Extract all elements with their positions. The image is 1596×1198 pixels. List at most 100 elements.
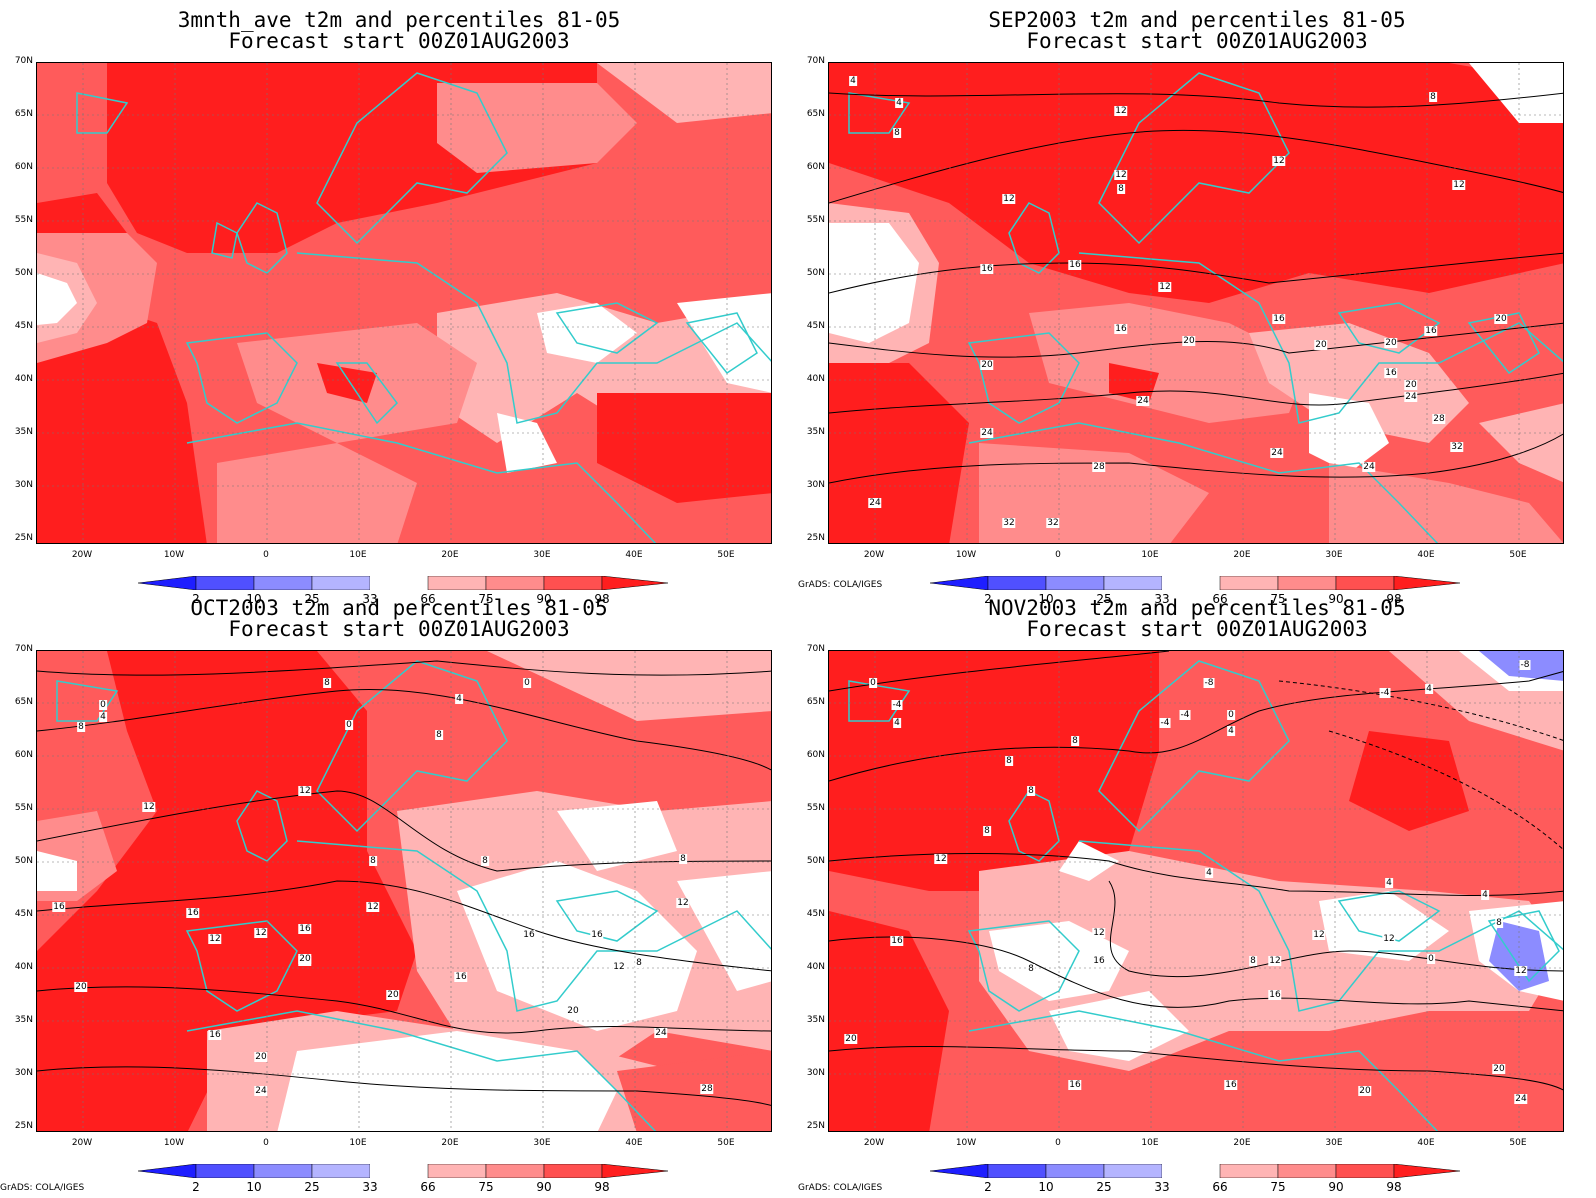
lat-label: 30N bbox=[14, 1068, 33, 1078]
lat-label: 40N bbox=[14, 962, 33, 972]
lon-label: 50E bbox=[717, 550, 735, 560]
panel-title-line1: OCT2003 t2m and percentiles 81-05 bbox=[190, 596, 608, 620]
panel-sep2003: SEP2003 t2m and percentiles 81-05 Foreca… bbox=[798, 0, 1596, 606]
contour-label: 20 bbox=[566, 1006, 580, 1016]
contour-label: 16 bbox=[522, 930, 536, 940]
lon-label: 20E bbox=[441, 550, 459, 560]
lon-label: 20E bbox=[1233, 1138, 1251, 1148]
contour-label: 24 bbox=[1514, 1094, 1528, 1104]
lat-label: 60N bbox=[806, 750, 825, 760]
lon-label: 0 bbox=[263, 1138, 269, 1148]
panel-title-line2: Forecast start 00Z01AUG2003 bbox=[1026, 617, 1368, 641]
colorbar-label: 33 bbox=[1154, 592, 1170, 606]
lat-label: 35N bbox=[806, 1015, 825, 1025]
grads-credit: GrADS: COLA/IGES bbox=[0, 1183, 85, 1193]
colorbar-label: 66 bbox=[1212, 1180, 1228, 1194]
contour-label: 20 bbox=[298, 954, 312, 964]
lon-label: 10W bbox=[955, 1138, 977, 1148]
contour-label: 8 bbox=[77, 722, 85, 732]
colorbar-label: 75 bbox=[1270, 1180, 1286, 1194]
contour-label: 0 bbox=[869, 678, 877, 688]
colorbar-label: 90 bbox=[1328, 592, 1344, 606]
contour-label: 12 bbox=[254, 928, 268, 938]
contour-label: 0 bbox=[523, 678, 531, 688]
contour-label: 12 bbox=[676, 898, 690, 908]
lat-label: 60N bbox=[806, 162, 825, 172]
contour-label: 4 bbox=[1385, 878, 1393, 888]
colorbar-label: 33 bbox=[1154, 1180, 1170, 1194]
lat-label: 70N bbox=[14, 56, 33, 66]
contour-label: 20 bbox=[74, 982, 88, 992]
contour-label: 8 bbox=[1495, 918, 1503, 928]
colorbar-label: 2 bbox=[984, 592, 992, 606]
lon-label: 30E bbox=[533, 550, 551, 560]
contour-label: 24 bbox=[654, 1028, 668, 1038]
contour-label: 20 bbox=[1384, 338, 1398, 348]
contour-label: 16 bbox=[208, 1030, 222, 1040]
contour-label: 16 bbox=[1272, 314, 1286, 324]
contour-label: 16 bbox=[1424, 326, 1438, 336]
lon-label: 50E bbox=[1509, 550, 1527, 560]
colorbar-label: 75 bbox=[478, 1180, 494, 1194]
panel-title-line1: 3mnth_ave t2m and percentiles 81-05 bbox=[177, 8, 621, 32]
colorbar-label: 66 bbox=[420, 592, 436, 606]
contour-label: 4 bbox=[1205, 868, 1213, 878]
colorbar: 2 10 25 33 66 75 90 98 bbox=[138, 1164, 668, 1198]
lat-label: 70N bbox=[806, 644, 825, 654]
contour-label: 28 bbox=[1092, 462, 1106, 472]
colorbar-label: 66 bbox=[1212, 592, 1228, 606]
contour-label: 8 bbox=[369, 856, 377, 866]
contour-label: 24 bbox=[1362, 462, 1376, 472]
contour-label: -8 bbox=[1519, 660, 1531, 670]
lon-label: 50E bbox=[717, 1138, 735, 1148]
lon-label: 30E bbox=[533, 1138, 551, 1148]
contour-label: 16 bbox=[890, 936, 904, 946]
contour-label: 24 bbox=[1404, 392, 1418, 402]
contour-label: 20 bbox=[1358, 1086, 1372, 1096]
contour-label: -4 bbox=[1379, 688, 1391, 698]
contour-label: 12 bbox=[1114, 106, 1128, 116]
lon-label: 30E bbox=[1325, 550, 1343, 560]
contour-label: 8 bbox=[893, 128, 901, 138]
colorbar-label: 90 bbox=[1328, 1180, 1344, 1194]
panel-title-line1: SEP2003 t2m and percentiles 81-05 bbox=[988, 8, 1406, 32]
lon-label: 50E bbox=[1509, 1138, 1527, 1148]
lon-label: 10W bbox=[163, 1138, 185, 1148]
lat-label: 65N bbox=[806, 697, 825, 707]
lat-label: 25N bbox=[806, 533, 825, 543]
contour-label: 8 bbox=[1005, 756, 1013, 766]
contour-label: 8 bbox=[1117, 184, 1125, 194]
contour-label: 20 bbox=[386, 990, 400, 1000]
contour-label: 8 bbox=[1429, 92, 1437, 102]
lat-label: 50N bbox=[14, 268, 33, 278]
panel-title-line2: Forecast start 00Z01AUG2003 bbox=[1026, 29, 1368, 53]
colorbar-label: 90 bbox=[536, 592, 552, 606]
lon-label: 0 bbox=[1055, 1138, 1061, 1148]
contour-label: 0 bbox=[345, 720, 353, 730]
lon-label: 40E bbox=[625, 1138, 643, 1148]
lat-label: 55N bbox=[14, 215, 33, 225]
contour-label: 16 bbox=[52, 902, 66, 912]
colorbar-label: 25 bbox=[1096, 1180, 1112, 1194]
contour-label: 12 bbox=[934, 854, 948, 864]
contour-label: 12 bbox=[1268, 956, 1282, 966]
colorbar-label: 25 bbox=[304, 1180, 320, 1194]
colorbar-label: 98 bbox=[594, 1180, 610, 1194]
contour-label: 16 bbox=[298, 924, 312, 934]
grads-credit: GrADS: COLA/IGES bbox=[798, 1183, 883, 1193]
contour-label: 16 bbox=[1068, 260, 1082, 270]
colorbar-label: 25 bbox=[304, 592, 320, 606]
lon-label: 10E bbox=[349, 1138, 367, 1148]
contour-label: 8 bbox=[679, 854, 687, 864]
contour-label: 20 bbox=[1494, 314, 1508, 324]
contour-label: 12 bbox=[1312, 930, 1326, 940]
contour-label: 0 bbox=[1427, 954, 1435, 964]
contour-label: 4 bbox=[455, 694, 463, 704]
contour-label: -4 bbox=[1179, 710, 1191, 720]
lat-label: 30N bbox=[14, 480, 33, 490]
lat-label: 65N bbox=[14, 109, 33, 119]
lat-label: 45N bbox=[806, 321, 825, 331]
contour-label: 8 bbox=[1027, 964, 1035, 974]
lat-label: 55N bbox=[14, 803, 33, 813]
lon-label: 10E bbox=[349, 550, 367, 560]
